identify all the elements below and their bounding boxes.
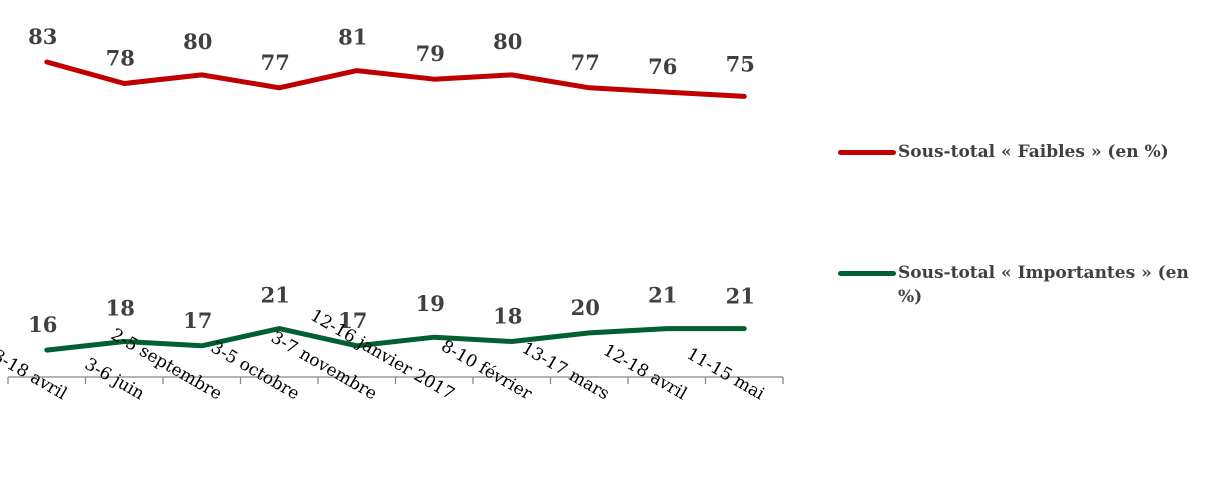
legend-swatch-faibles [838,150,896,155]
data-label: 16 [28,312,57,337]
legend-item-importantes: Sous-total « Importantes » (en %) [838,261,1198,309]
legend-item-faibles: Sous-total « Faibles » (en %) [838,140,1215,164]
data-label: 83 [28,24,57,49]
data-label: 81 [338,25,367,50]
data-label: 17 [338,308,367,333]
x-tick-label: 13-17 mars [518,338,612,404]
data-label: 77 [571,50,600,75]
series-lines [44,59,747,353]
data-label: 75 [726,51,755,76]
series-line-importantes [44,326,747,353]
series-line-faibles [44,59,747,99]
x-axis-ticks [7,377,784,384]
data-label: 21 [648,283,677,308]
data-label: 19 [416,291,445,316]
data-labels: 83 78 80 77 81 79 80 77 76 75 16 18 17 21 17 19 18 20 21 21 [28,24,755,337]
data-label: 80 [183,29,212,54]
legend-swatch-importantes [838,271,896,276]
data-label: 21 [261,283,290,308]
data-label: 77 [261,50,290,75]
data-label: 17 [183,308,212,333]
data-label: 18 [106,296,135,321]
data-label: 80 [493,29,522,54]
x-tick-label: 12-16 janvier 2017 [307,306,458,405]
data-label: 78 [106,46,135,71]
data-label: 21 [726,284,755,309]
x-tick-label: 11-15 mai [683,344,768,405]
data-label: 20 [571,295,600,320]
x-tick-label: 12-18 avril [600,340,691,404]
data-label: 18 [493,304,522,329]
data-label: 76 [648,54,677,79]
legend-label-importantes: Sous-total « Importantes » (en %) [898,263,1189,307]
legend-label-faibles: Sous-total « Faibles » (en %) [898,142,1169,162]
data-label: 79 [416,41,445,66]
x-tick-label: 3-6 juin [81,354,148,404]
